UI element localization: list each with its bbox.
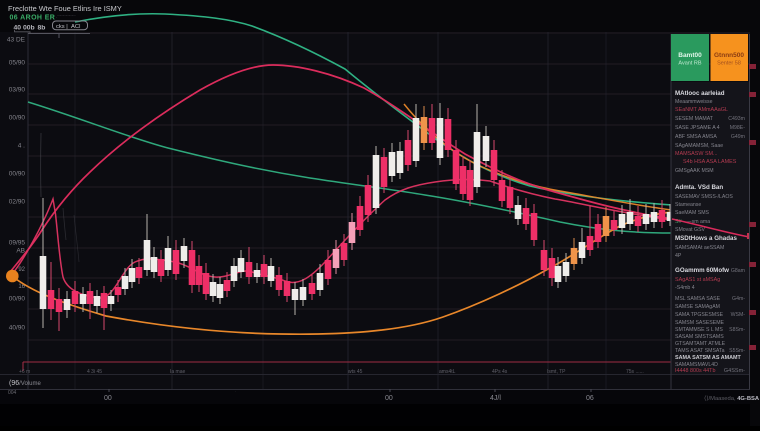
svg-text:MSDtHows a Ghadas: MSDtHows a Ghadas [675, 235, 737, 242]
svg-text:4 3i 45: 4 3i 45 [87, 369, 102, 375]
svg-text:SAgAS1 st aMSAg: SAgAS1 st aMSAg [675, 277, 720, 283]
svg-text:8b: 8b [38, 25, 46, 32]
svg-text:G8am: G8am [731, 268, 745, 274]
svg-text:004: 004 [8, 390, 17, 396]
svg-text:ams4tL: ams4tL [439, 369, 456, 375]
svg-text:4Ps 4s: 4Ps 4s [492, 369, 508, 375]
svg-text:09/95: 09/95 [9, 240, 26, 247]
svg-text:00/90: 00/90 [9, 171, 26, 178]
svg-text:4P: 4P [675, 253, 682, 259]
svg-text:Bamt00: Bamt00 [678, 52, 702, 59]
svg-text:G4m-: G4m- [732, 296, 745, 302]
svg-text:.: . [235, 388, 236, 393]
svg-text:S4b HSA ASA LAMES: S4b HSA ASA LAMES [683, 159, 737, 165]
svg-text:75s ......: 75s ...... [626, 369, 644, 375]
svg-text:GTSAMTAMT ATMLE: GTSAMTAMT ATMLE [675, 341, 726, 347]
svg-text:SAMSM SASESEME: SAMSM SASESEME [675, 320, 725, 326]
svg-text:4 .: 4 . [18, 143, 25, 150]
svg-text:02/90: 02/90 [9, 199, 26, 206]
svg-text:AB: AB [16, 248, 25, 255]
svg-text:M98E-: M98E- [730, 125, 746, 131]
svg-text:-S4mb 4: -S4mb 4 [675, 285, 695, 291]
svg-text:(96/Volume: (96/Volume [9, 380, 41, 387]
svg-text:Ismt, TP: Ismt, TP [547, 369, 566, 375]
svg-text:Gtnnn500: Gtnnn500 [714, 52, 744, 59]
svg-text:SAMAMSMAVL4D: SAMAMSMAVL4D [675, 362, 718, 368]
svg-text:G4SSm-: G4SSm- [724, 368, 745, 374]
svg-text:I4448 800s 44Tb: I4448 800s 44Tb [675, 368, 715, 374]
svg-text:SASEMAV SMSS-/LAOS: SASEMAV SMSS-/LAOS [675, 194, 733, 200]
svg-text:SASE JPSAME A 4: SASE JPSAME A 4 [675, 125, 720, 131]
svg-text:SEaNMT AMmAAaGL: SEaNMT AMmAAaGL [675, 107, 728, 113]
svg-text:SAMSAMAt aeSSAM: SAMSAMAt aeSSAM [675, 245, 724, 251]
svg-text:Ia mae: Ia mae [170, 369, 186, 375]
svg-text:Admta. VSd Ban: Admta. VSd Ban [675, 184, 723, 191]
svg-text:SAMA TPGSESMSE: SAMA TPGSESMSE [675, 312, 724, 318]
svg-text:MAMSASW SM...: MAMSASW SM... [675, 151, 718, 157]
svg-text:43 DE: 43 DE [7, 37, 26, 44]
svg-text:4J/l: 4J/l [490, 395, 501, 402]
svg-text:C493m: C493m [728, 116, 745, 122]
svg-text:40/90: 40/90 [9, 325, 26, 332]
svg-text:16: 16 [18, 284, 25, 290]
svg-text:S#: S# [675, 219, 682, 225]
svg-text:wts 45: wts 45 [348, 369, 363, 375]
svg-text:MAtlooc aarleiad: MAtlooc aarleiad [675, 90, 725, 97]
svg-text:TAMS ASAT SMSATa: TAMS ASAT SMSATa [675, 348, 725, 354]
svg-text:Freclotte Wte Foue Etlins I: Freclotte Wte Foue Etlins Ire ISMY [8, 4, 122, 13]
svg-text:SAMSE SAMAgAM: SAMSE SAMAgAM [675, 304, 720, 310]
svg-text:00/90: 00/90 [9, 296, 26, 303]
svg-text:40 00b: 40 00b [14, 25, 35, 32]
svg-text:SESEM MAMAT: SESEM MAMAT [675, 116, 714, 122]
svg-text:G49m: G49m [731, 134, 745, 140]
svg-text:06 AROH ER: 06 AROH ER [10, 15, 56, 22]
svg-text:S8Sm-: S8Sm- [729, 327, 745, 333]
svg-text:MSL SAMSA SASE: MSL SAMSA SASE [675, 296, 721, 302]
svg-text:Meaammweisse: Meaammweisse [675, 99, 713, 105]
svg-text:Avant RB: Avant RB [678, 61, 701, 67]
svg-text:Senter 58: Senter 58 [717, 61, 741, 67]
svg-text:03/90: 03/90 [9, 87, 26, 94]
svg-text:GMSgAAK MSM: GMSgAAK MSM [675, 168, 714, 174]
svg-text:92: 92 [18, 267, 25, 273]
svg-text:ABF SMSA AMSA: ABF SMSA AMSA [675, 134, 717, 140]
svg-text:05/90: 05/90 [9, 60, 26, 67]
svg-text:⟨⟩/Maaseda, 4G-BSA: ⟨⟩/Maaseda, 4G-BSA [704, 395, 760, 402]
svg-text:Stameanse: Stameanse [675, 202, 701, 208]
svg-text:cks | ACl: cks | ACl [56, 24, 80, 30]
svg-text:GOammm 60Mofw: GOammm 60Mofw [675, 267, 729, 274]
svg-text:SAMA SATSM AS AMAMT: SAMA SATSM AS AMAMT [675, 355, 741, 361]
svg-text:SMTAMMSE S L MS: SMTAMMSE S L MS [675, 327, 723, 333]
svg-text:SASAM SMSTSAMS: SASAM SMSTSAMS [675, 334, 724, 340]
svg-text:-—-sm ama: -—-sm ama [683, 219, 710, 225]
svg-text:SAgAMAMSM, Saae: SAgAMAMSM, Saae [675, 143, 723, 149]
svg-text:+6 m: +6 m [19, 369, 30, 375]
svg-text:00: 00 [104, 395, 112, 402]
svg-text:SaeMAM SMS: SaeMAM SMS [675, 210, 710, 216]
svg-text:S5Sm-: S5Sm- [729, 348, 745, 354]
svg-text:WSM-: WSM- [731, 312, 746, 318]
svg-text:·¨¨¨¨¨¨¨¨¨¨¨¨: ·¨¨¨¨¨¨¨¨¨¨¨¨ [56, 15, 76, 20]
svg-text:SMovat GSV: SMovat GSV [675, 227, 706, 233]
svg-text:00: 00 [385, 395, 393, 402]
svg-text:00/90: 00/90 [9, 115, 26, 122]
svg-text:06: 06 [586, 395, 594, 402]
